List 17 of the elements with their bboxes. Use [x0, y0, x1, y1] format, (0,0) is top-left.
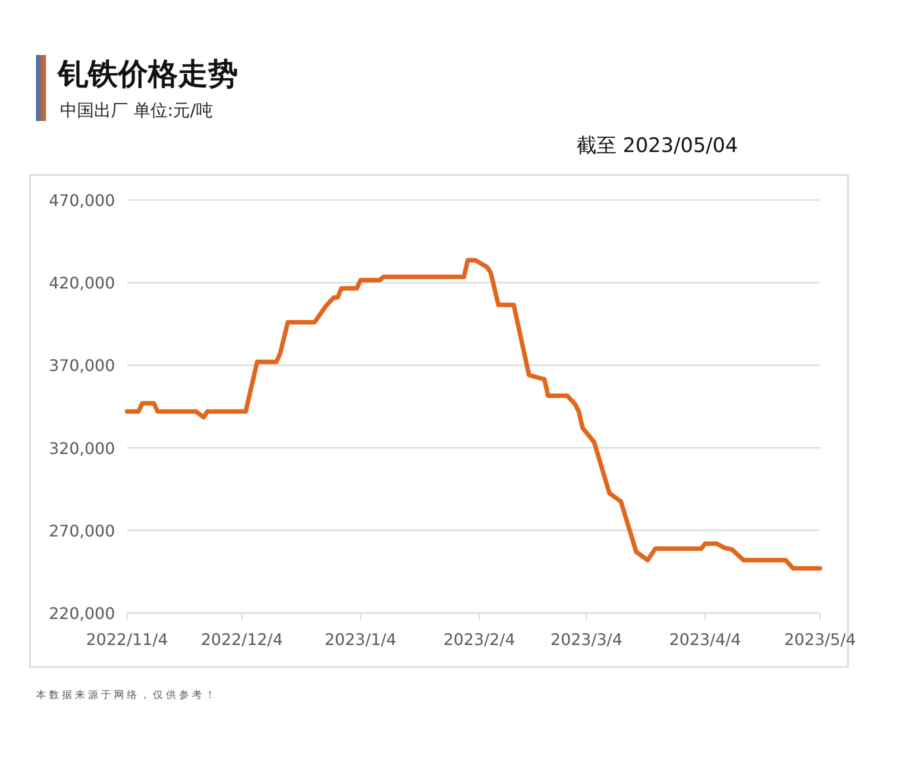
x-tick-label: 2022/11/4: [86, 630, 168, 649]
chart-subtitle: 中国出厂 单位:元/吨: [60, 101, 213, 121]
x-tick-label: 2023/3/4: [550, 630, 622, 649]
y-tick-label: 320,000: [48, 438, 115, 458]
y-tick-label: 470,000: [48, 191, 115, 210]
y-tick-label: 220,000: [48, 604, 115, 623]
chart-title: 钆铁价格走势: [56, 57, 238, 92]
y-tick-label: 420,000: [48, 274, 115, 293]
text: 截至 2023/05/04: [576, 133, 738, 157]
y-tick-label: 370,000: [48, 356, 115, 376]
x-tick-label: 2023/2/4: [443, 630, 516, 649]
x-tick-label: 2023/1/4: [324, 630, 396, 649]
x-tick-label: 2023/4/4: [669, 630, 742, 649]
x-tick-label: 2022/12/4: [200, 630, 283, 649]
x-tick-label: 2023/5/4: [784, 630, 856, 649]
text: 本数据来源于网络，仅供参考！: [36, 689, 218, 701]
y-tick-label: 270,000: [48, 521, 115, 540]
